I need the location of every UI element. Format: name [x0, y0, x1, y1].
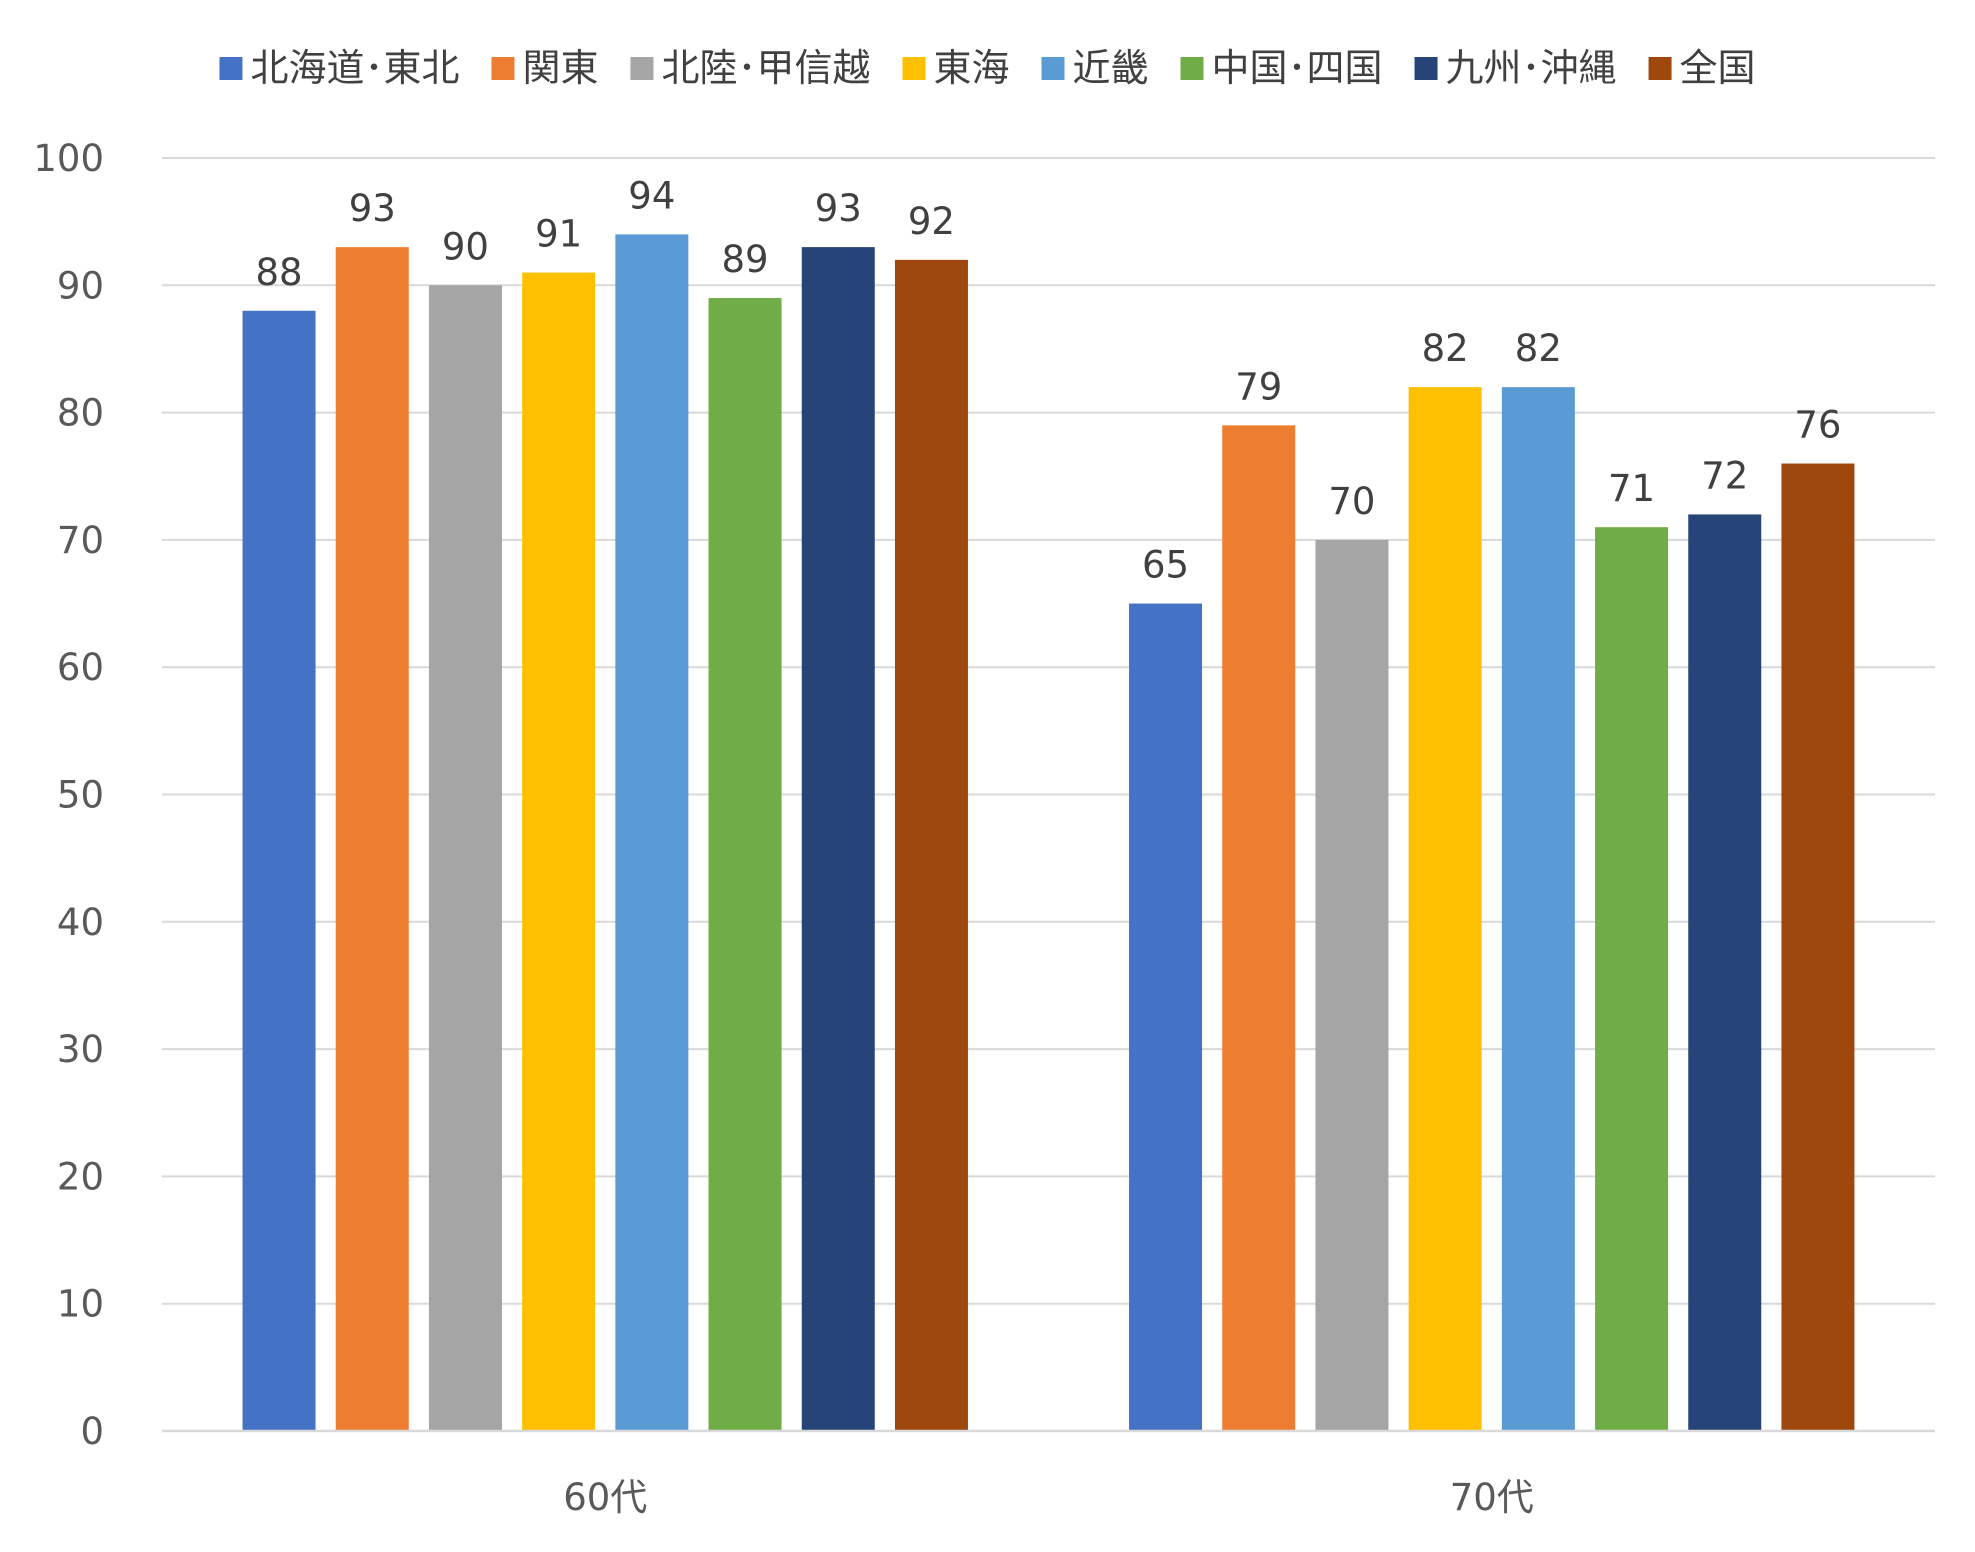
- legend-label: 北陸･甲信越: [661, 46, 870, 90]
- bar: [615, 234, 689, 1431]
- y-tick-label: 90: [57, 264, 104, 307]
- legend-swatch: [1041, 57, 1065, 80]
- bar: [894, 259, 968, 1432]
- legend-item: 全国: [1648, 46, 1756, 90]
- bar: [1501, 387, 1575, 1431]
- data-label: 71: [1608, 467, 1655, 510]
- y-tick-label: 60: [57, 646, 104, 689]
- data-label: 76: [1794, 404, 1841, 447]
- legend-item: 近畿: [1041, 46, 1149, 90]
- legend-swatch: [1180, 57, 1204, 80]
- legend-label: 近畿: [1073, 46, 1149, 90]
- data-label: 89: [722, 238, 769, 281]
- legend-item: 東海: [902, 46, 1010, 90]
- data-label: 65: [1142, 544, 1189, 587]
- x-category-label: 70代: [1450, 1476, 1534, 1519]
- bar: [708, 298, 782, 1431]
- legend-item: 北陸･甲信越: [630, 46, 870, 90]
- bar: [1595, 527, 1669, 1431]
- data-label: 70: [1328, 480, 1375, 523]
- legend-swatch: [630, 57, 654, 80]
- data-label: 72: [1701, 454, 1748, 497]
- data-label: 91: [535, 213, 582, 256]
- legend-label: 九州･沖縄: [1446, 46, 1617, 90]
- y-axis: 0 10 20 30 40 50 60 70 80 90 100: [33, 137, 104, 1453]
- data-label: 79: [1235, 365, 1282, 408]
- y-tick-label: 0: [80, 1410, 104, 1453]
- y-tick-label: 50: [57, 774, 104, 817]
- legend-item: 関東: [491, 46, 598, 90]
- bar: [801, 247, 875, 1432]
- bar: [1781, 463, 1855, 1431]
- bars: [242, 234, 1855, 1432]
- data-labels: 88 93 90 91 94 89 93 92 65 79 70 82 82 71 72 76: [256, 174, 1842, 586]
- bar: [335, 247, 409, 1432]
- data-label: 94: [628, 174, 675, 217]
- legend-swatch: [219, 57, 243, 80]
- legend-swatch: [1648, 57, 1672, 80]
- data-label: 90: [442, 225, 489, 268]
- bar: [428, 285, 502, 1431]
- data-label: 82: [1515, 327, 1562, 370]
- y-tick-label: 30: [57, 1028, 104, 1071]
- data-label: 93: [349, 187, 396, 230]
- data-label: 93: [815, 187, 862, 230]
- x-axis: 60代 70代: [162, 1429, 1935, 1519]
- data-label: 92: [908, 200, 955, 243]
- legend-label: 関東: [522, 46, 598, 90]
- y-tick-label: 20: [57, 1155, 104, 1198]
- bar: [1222, 425, 1296, 1432]
- legend-label: 全国: [1680, 46, 1756, 90]
- bar: [1129, 603, 1203, 1431]
- bar: [1688, 514, 1762, 1431]
- y-tick-label: 40: [57, 901, 104, 944]
- bar: [1315, 539, 1389, 1431]
- legend-label: 中国･四国: [1212, 46, 1383, 90]
- legend-swatch: [1414, 57, 1438, 80]
- gridlines: [162, 157, 1935, 1305]
- legend-item: 北海道･東北: [219, 46, 459, 90]
- bar: [242, 310, 316, 1431]
- data-label: 88: [256, 251, 303, 294]
- y-tick-label: 100: [33, 137, 104, 180]
- y-tick-label: 80: [57, 392, 104, 435]
- y-tick-label: 10: [57, 1283, 104, 1326]
- legend-item: 九州･沖縄: [1414, 46, 1617, 90]
- y-tick-label: 70: [57, 519, 104, 562]
- legend-item: 中国･四国: [1180, 46, 1383, 90]
- legend-swatch: [491, 57, 515, 80]
- legend-label: 北海道･東北: [250, 46, 459, 90]
- data-label: 82: [1422, 327, 1469, 370]
- legend-swatch: [902, 57, 926, 80]
- bar: [1408, 387, 1482, 1431]
- legend-label: 東海: [933, 46, 1009, 90]
- x-category-label: 60代: [563, 1476, 647, 1519]
- bar: [522, 272, 596, 1431]
- legend: 北海道･東北 関東 北陸･甲信越 東海 近畿 中国･四国 九州･沖縄 全国: [219, 46, 1756, 90]
